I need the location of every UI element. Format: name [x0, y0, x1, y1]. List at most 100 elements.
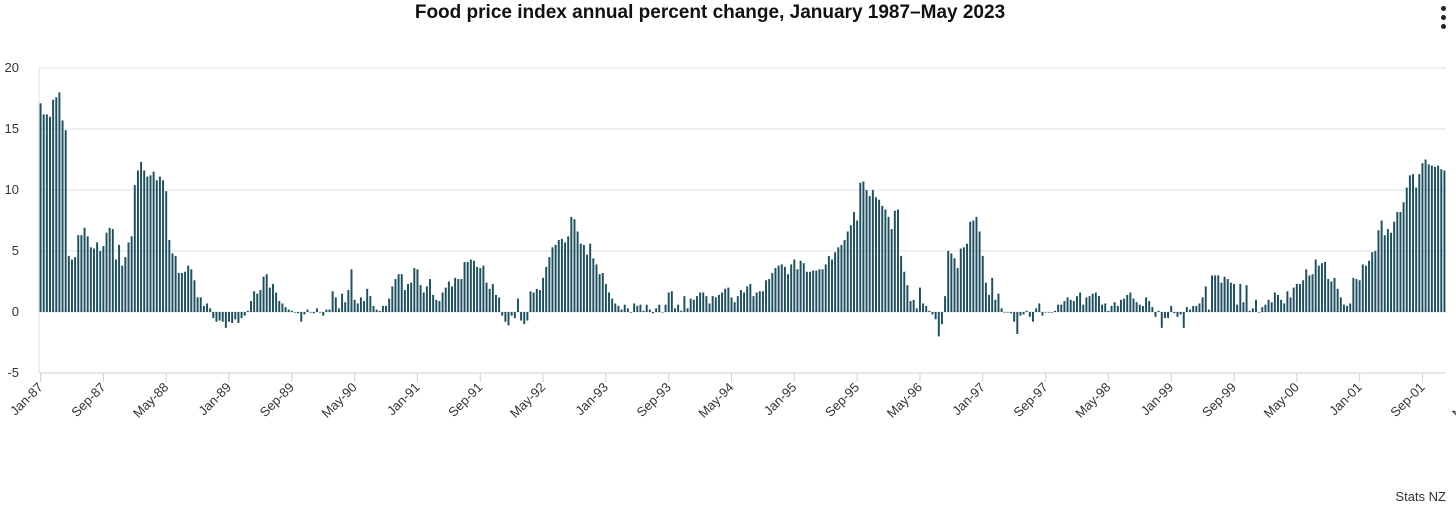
bar[interactable]: [447, 281, 450, 313]
bar[interactable]: [1242, 302, 1245, 312]
bar[interactable]: [49, 116, 51, 312]
bar[interactable]: [1085, 297, 1088, 312]
bar[interactable]: [884, 209, 887, 312]
bar[interactable]: [507, 312, 510, 326]
bar[interactable]: [614, 303, 617, 312]
bar[interactable]: [790, 264, 793, 312]
bar[interactable]: [922, 303, 925, 312]
bar[interactable]: [149, 175, 152, 312]
bar[interactable]: [1000, 308, 1003, 312]
bar[interactable]: [152, 171, 155, 312]
bar[interactable]: [1380, 220, 1383, 313]
bar[interactable]: [592, 258, 595, 312]
bar[interactable]: [705, 296, 708, 312]
bar[interactable]: [397, 274, 400, 312]
bar[interactable]: [1094, 292, 1097, 312]
bar[interactable]: [777, 265, 780, 312]
bar[interactable]: [1054, 310, 1056, 312]
bar[interactable]: [545, 266, 548, 312]
bar[interactable]: [457, 279, 460, 312]
bar[interactable]: [473, 260, 475, 312]
bar[interactable]: [199, 297, 202, 312]
bar[interactable]: [293, 312, 296, 313]
bar[interactable]: [623, 304, 626, 312]
bar[interactable]: [978, 231, 981, 312]
bar[interactable]: [429, 279, 431, 312]
bar[interactable]: [510, 312, 513, 316]
bar[interactable]: [344, 302, 347, 312]
bar[interactable]: [353, 299, 356, 312]
bar[interactable]: [975, 216, 978, 312]
bar[interactable]: [630, 312, 632, 313]
bar[interactable]: [576, 231, 579, 312]
bar[interactable]: [1151, 307, 1154, 312]
bar[interactable]: [984, 282, 987, 312]
bar[interactable]: [209, 308, 212, 312]
bar[interactable]: [1207, 309, 1210, 312]
bar[interactable]: [140, 161, 143, 312]
bar[interactable]: [1396, 211, 1399, 312]
bar[interactable]: [893, 210, 896, 312]
bar[interactable]: [1019, 312, 1022, 316]
bar[interactable]: [1277, 294, 1279, 312]
bar[interactable]: [1267, 299, 1270, 312]
bar[interactable]: [966, 243, 969, 312]
bar[interactable]: [162, 180, 165, 312]
bar[interactable]: [1229, 282, 1232, 312]
bar[interactable]: [721, 292, 724, 312]
bar[interactable]: [1371, 252, 1374, 312]
bar[interactable]: [391, 286, 394, 312]
bar[interactable]: [1311, 274, 1314, 312]
bar[interactable]: [504, 312, 507, 322]
bar[interactable]: [683, 296, 686, 312]
bar[interactable]: [714, 297, 717, 312]
bar[interactable]: [218, 312, 221, 321]
bar[interactable]: [865, 190, 868, 312]
bar[interactable]: [114, 259, 117, 312]
bar[interactable]: [1430, 165, 1433, 312]
bar[interactable]: [1088, 296, 1091, 312]
bar[interactable]: [523, 312, 526, 325]
bar[interactable]: [582, 244, 585, 312]
bar[interactable]: [805, 271, 808, 312]
bar[interactable]: [1173, 312, 1176, 314]
bar[interactable]: [250, 301, 252, 312]
bar[interactable]: [58, 92, 61, 313]
bar[interactable]: [1270, 302, 1273, 312]
bar[interactable]: [454, 277, 457, 312]
bar[interactable]: [231, 312, 234, 323]
bar[interactable]: [403, 290, 406, 312]
bar[interactable]: [306, 309, 309, 312]
bar[interactable]: [831, 259, 833, 312]
bar[interactable]: [708, 303, 711, 312]
bar[interactable]: [761, 291, 764, 312]
bar[interactable]: [925, 305, 928, 312]
bar[interactable]: [1189, 309, 1192, 312]
bar[interactable]: [83, 227, 86, 312]
bar[interactable]: [856, 220, 859, 313]
bar[interactable]: [875, 197, 877, 312]
bar[interactable]: [432, 294, 435, 312]
bar[interactable]: [1198, 303, 1201, 312]
bar[interactable]: [177, 272, 180, 312]
bar[interactable]: [1082, 304, 1085, 312]
bar[interactable]: [1383, 235, 1386, 312]
bar[interactable]: [165, 191, 168, 312]
bar[interactable]: [526, 312, 529, 321]
bar[interactable]: [221, 312, 224, 322]
bar[interactable]: [1233, 283, 1235, 312]
bar[interactable]: [821, 269, 824, 312]
bar[interactable]: [284, 307, 287, 312]
bar[interactable]: [77, 235, 80, 312]
bar[interactable]: [736, 296, 739, 312]
bar[interactable]: [717, 294, 720, 312]
bar[interactable]: [1013, 312, 1016, 322]
bar[interactable]: [1443, 170, 1446, 312]
bar[interactable]: [1352, 277, 1355, 312]
bar[interactable]: [912, 299, 915, 312]
bar[interactable]: [642, 310, 645, 312]
bar[interactable]: [441, 292, 444, 312]
bar[interactable]: [815, 270, 818, 312]
bar[interactable]: [394, 279, 397, 312]
bar[interactable]: [325, 309, 328, 312]
